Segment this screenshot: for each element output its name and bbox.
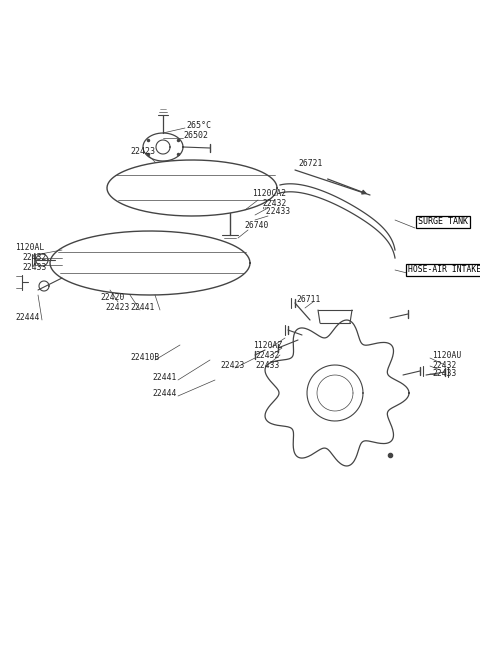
Text: 22432: 22432	[262, 198, 287, 208]
Text: SURGE TANK: SURGE TANK	[418, 217, 468, 227]
Text: 22432: 22432	[255, 351, 279, 361]
Text: 22444: 22444	[152, 388, 176, 397]
Text: HOSE-AIR INTAKE: HOSE-AIR INTAKE	[408, 265, 480, 275]
Text: 1120CA2: 1120CA2	[252, 189, 286, 198]
Text: 1120AU: 1120AU	[432, 351, 461, 361]
Text: 1120AL: 1120AL	[15, 244, 44, 252]
Text: 26740: 26740	[244, 221, 268, 229]
Text: 22423: 22423	[105, 304, 130, 313]
Text: 22433: 22433	[255, 361, 279, 369]
Text: 22420: 22420	[100, 294, 124, 302]
Text: "22433: "22433	[262, 208, 291, 217]
Text: 1120AZ: 1120AZ	[253, 342, 282, 350]
Text: 22441: 22441	[152, 373, 176, 382]
Text: 26711: 26711	[296, 296, 320, 304]
Text: 22433: 22433	[432, 369, 456, 378]
Text: 22423: 22423	[130, 148, 155, 156]
Text: 22423: 22423	[220, 361, 244, 371]
Text: 22410B: 22410B	[130, 353, 159, 363]
Text: 265°C: 265°C	[186, 120, 211, 129]
Text: 22433: 22433	[22, 263, 47, 271]
Text: 22432: 22432	[22, 254, 47, 263]
Text: 22432: 22432	[432, 361, 456, 369]
Text: 26502: 26502	[183, 131, 208, 139]
Text: 22444: 22444	[15, 313, 39, 323]
Text: 22441: 22441	[130, 304, 155, 313]
Text: 26721: 26721	[298, 158, 323, 168]
